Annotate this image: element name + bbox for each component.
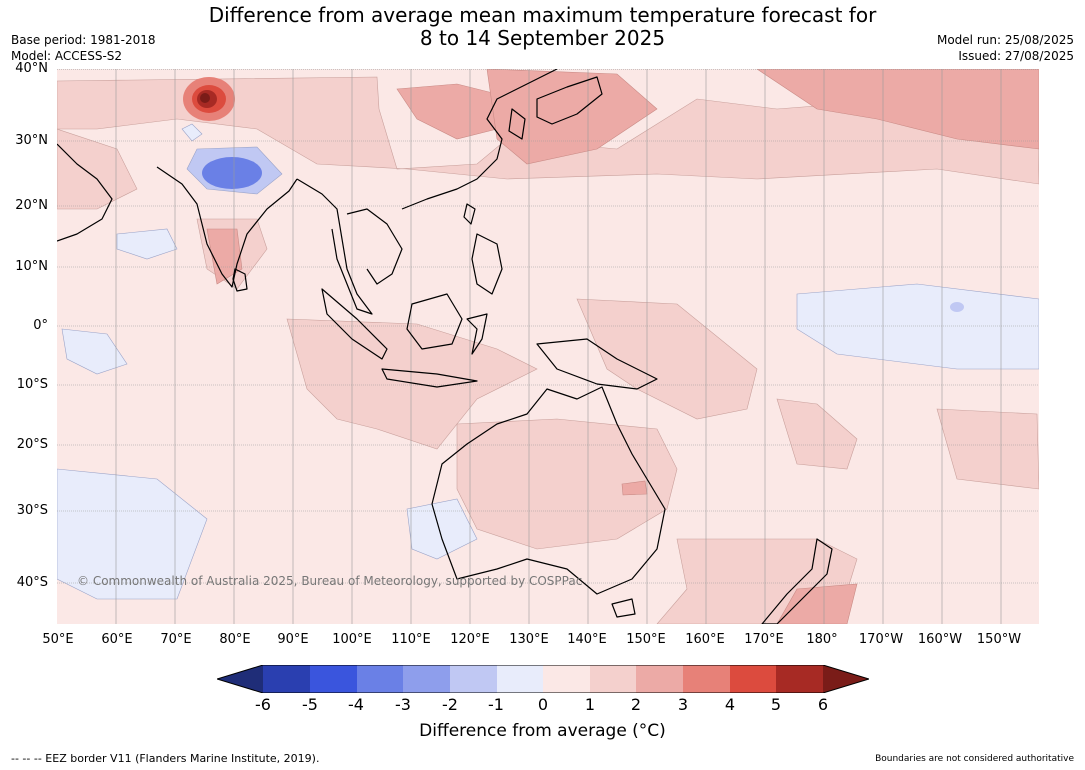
model-name: Model: ACCESS-S2 [11,49,123,63]
colorbar-segment [450,665,497,693]
forecast-map: © Commonwealth of Australia 2025, Bureau… [57,69,1039,624]
coast-philippines [471,233,503,295]
lon-label: 90°E [277,632,309,647]
chart-title: Difference from average mean maximum tem… [0,4,1085,50]
lat-label: 0° [33,318,48,333]
colorbar-tick: -4 [348,695,364,714]
colorbar-segment [310,665,357,693]
colorbar-tick: -2 [442,695,458,714]
colorbar-tick: 6 [817,695,829,714]
coast-se-asia [296,178,373,315]
colorbar-segment [636,665,683,693]
model-run: Model run: 25/08/2025 [936,33,1074,47]
lon-label: 80°E [219,632,251,647]
lon-label: 100°E [332,632,372,647]
coast-japan [536,76,603,125]
anomaly-fill-1-2 [57,76,1039,624]
title-line-1: Difference from average mean maximum tem… [208,3,877,27]
coast-korea [508,108,526,140]
lon-label: 150°W [976,632,1022,647]
base-period: Base period: 1981-2018 [11,33,156,47]
colorbar-tick: 1 [584,695,596,714]
colorbar-tick: -1 [488,695,504,714]
coast-taiwan [463,203,476,225]
colorbar-segment [403,665,450,693]
colorbar-tick: 5 [770,695,782,714]
coast-australia [431,386,666,595]
anomaly-fill-2-3 [206,69,1039,624]
meta-right: Model run: 25/08/2025 Issued: 27/08/2025 [937,32,1074,64]
coast-china [401,69,558,210]
colorbar-segment [730,665,776,693]
colorbar-arrow-low [217,665,263,693]
coast-tasmania [611,598,636,618]
lon-label: 170°W [858,632,904,647]
title-line-2: 8 to 14 September 2025 [419,26,666,50]
lon-label: 130°E [509,632,549,647]
colorbar [217,665,869,693]
colorbar-segment [590,665,636,693]
coast-arabia [57,143,113,242]
lat-label: 10°S [16,377,48,392]
colorbar-arrow-high [823,665,869,693]
coast-new-guinea [536,338,658,390]
coast-java [381,368,478,388]
lon-label: 50°E [42,632,74,647]
anomaly-fill-negative [57,123,1039,600]
lat-label: 30°N [15,133,48,148]
colorbar-label: Difference from average (°C) [419,721,666,741]
coastlines [57,69,833,624]
coast-new-zealand [761,538,833,624]
meta-left: Base period: 1981-2018 Model: ACCESS-S2 [11,32,156,64]
issued-date: Issued: 27/08/2025 [958,49,1074,63]
colorbar-segment [357,665,403,693]
boundaries-note: Boundaries are not considered authoritat… [875,754,1074,764]
anomaly-hotspot [183,77,235,121]
lat-label: 10°N [15,259,48,274]
colorbar-tick: -6 [255,695,271,714]
lat-label: 40°S [16,575,48,590]
colorbar-tick: -3 [395,695,411,714]
colorbar-segment [683,665,730,693]
lon-label: 170°E [744,632,784,647]
colorbar-tick: 2 [630,695,642,714]
coast-sumatra [321,288,388,360]
colorbar-tick: 4 [724,695,736,714]
colorbar-tick: 3 [677,695,689,714]
lat-label: 30°S [16,503,48,518]
colorbar-segment [263,665,310,693]
colorbar-segment [497,665,543,693]
coast-indochina [346,208,403,285]
lon-label: 120°E [450,632,490,647]
lon-label: 160°W [917,632,963,647]
map-gridlines [57,69,1039,624]
coast-borneo [406,293,463,350]
colorbar-tick: 0 [537,695,549,714]
lon-label: 160°E [685,632,725,647]
lat-label: 20°S [16,437,48,452]
coast-india [156,166,298,288]
lat-label: 40°N [15,61,48,76]
lat-label: 20°N [15,198,48,213]
lon-label: 150°E [626,632,666,647]
eez-note: -- -- -- EEZ border V11 (Flanders Marine… [11,752,320,765]
colorbar-segment [543,665,590,693]
coast-sri-lanka [232,268,248,292]
colorbar-segment [776,665,823,693]
lon-label: 60°E [101,632,133,647]
colorbar-tick: -5 [302,695,318,714]
map-copyright: © Commonwealth of Australia 2025, Bureau… [77,574,582,588]
lon-label: 140°E [567,632,607,647]
lon-label: 70°E [160,632,192,647]
coast-sulawesi [466,313,488,355]
lon-label: 180° [806,632,838,647]
lon-label: 110°E [391,632,431,647]
